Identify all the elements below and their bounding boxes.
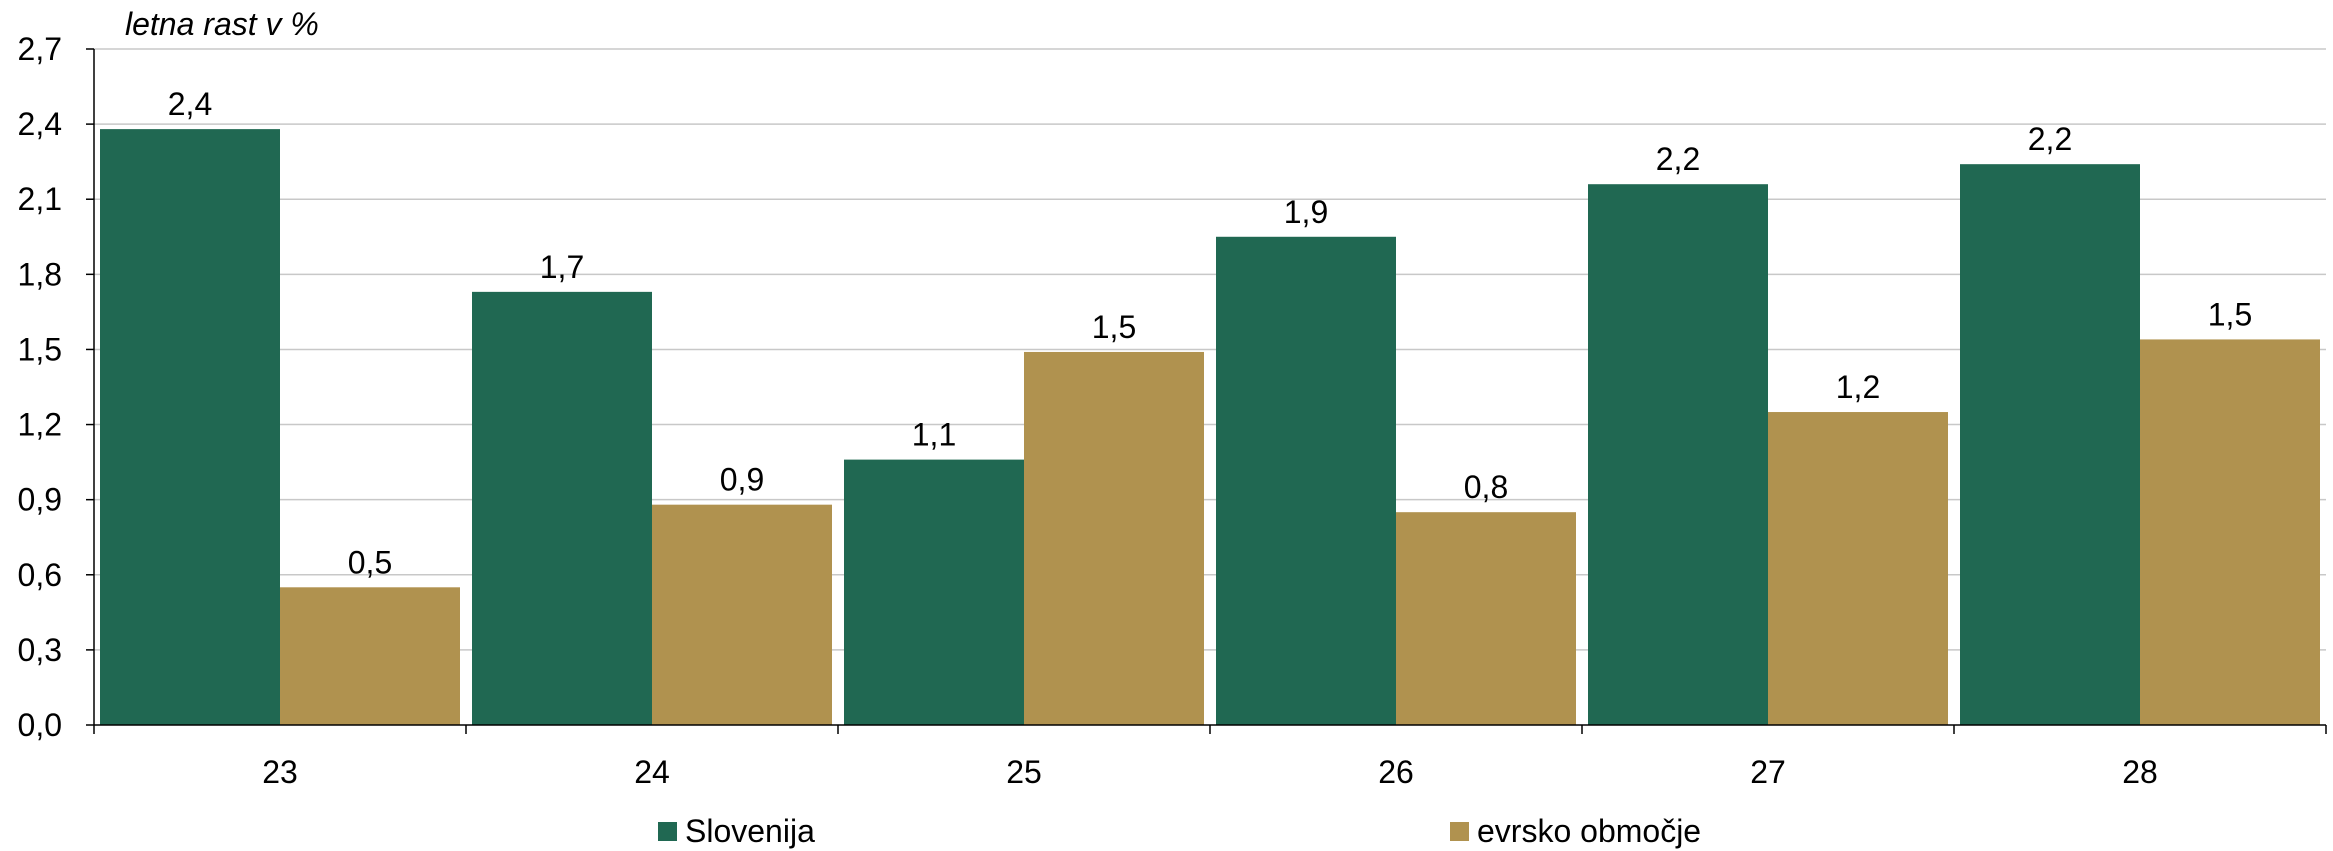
x-tick-label: 25	[1006, 754, 1042, 790]
y-axis-title: letna rast v %	[125, 6, 319, 42]
data-label: 0,9	[720, 462, 764, 498]
data-label: 1,5	[1092, 309, 1136, 345]
x-tick-label: 24	[634, 754, 670, 790]
data-label: 2,4	[168, 86, 212, 122]
x-tick-label: 27	[1750, 754, 1786, 790]
data-labels: 2,4 0,5 1,7 0,9 1,1 1,5 1,9 0,8 2,2 1,2 2,2 1,5	[168, 86, 2252, 580]
bar-evrsko-obmocje	[280, 587, 460, 725]
data-label: 1,1	[912, 417, 956, 453]
x-tick-label: 28	[2122, 754, 2158, 790]
bars	[100, 129, 2320, 726]
y-tick-label: 2,4	[18, 106, 62, 142]
data-label: 0,8	[1464, 469, 1508, 505]
legend: Slovenija evrsko območje	[658, 813, 1701, 849]
y-tick-label: 1,5	[18, 331, 62, 367]
y-tick-label: 0,9	[18, 482, 62, 518]
data-label: 1,9	[1284, 194, 1328, 230]
y-tick-label: 0,3	[18, 632, 62, 668]
data-label: 0,5	[348, 544, 392, 580]
y-tick-label: 0,0	[18, 707, 62, 743]
bar-slovenija	[1216, 236, 1396, 725]
bar-slovenija	[1588, 184, 1768, 725]
data-label: 1,2	[1836, 369, 1880, 405]
bar-slovenija	[1960, 164, 2140, 726]
data-label: 1,5	[2208, 296, 2252, 332]
bar-evrsko-obmocje	[1396, 512, 1576, 725]
data-label: 2,2	[2028, 121, 2072, 157]
y-tick-label: 1,2	[18, 407, 62, 443]
x-tick-label: 23	[262, 754, 298, 790]
y-tick-label: 1,8	[18, 256, 62, 292]
bar-slovenija	[844, 459, 1024, 725]
y-tick-label: 2,1	[18, 181, 62, 217]
legend-label: Slovenija	[685, 813, 815, 849]
legend-swatch	[1450, 822, 1469, 841]
bar-slovenija	[472, 291, 652, 725]
y-tick-label: 2,7	[18, 31, 62, 67]
legend-label: evrsko območje	[1477, 813, 1701, 849]
bar-evrsko-obmocje	[1024, 351, 1204, 725]
gridlines	[94, 48, 2326, 651]
data-label: 1,7	[540, 249, 584, 285]
bar-evrsko-obmocje	[1768, 412, 1948, 725]
bar-evrsko-obmocje	[652, 504, 832, 725]
data-label: 2,2	[1656, 141, 1700, 177]
axes: 0,0 0,3 0,6 0,9 1,2 1,5 1,8 2,1 2,4 2,7 23 24 25 26 27…	[18, 31, 2327, 790]
bar-evrsko-obmocje	[2140, 339, 2320, 725]
bar-slovenija	[100, 129, 280, 725]
legend-swatch	[658, 822, 677, 841]
y-tick-label: 0,6	[18, 557, 62, 593]
x-tick-label: 26	[1378, 754, 1414, 790]
